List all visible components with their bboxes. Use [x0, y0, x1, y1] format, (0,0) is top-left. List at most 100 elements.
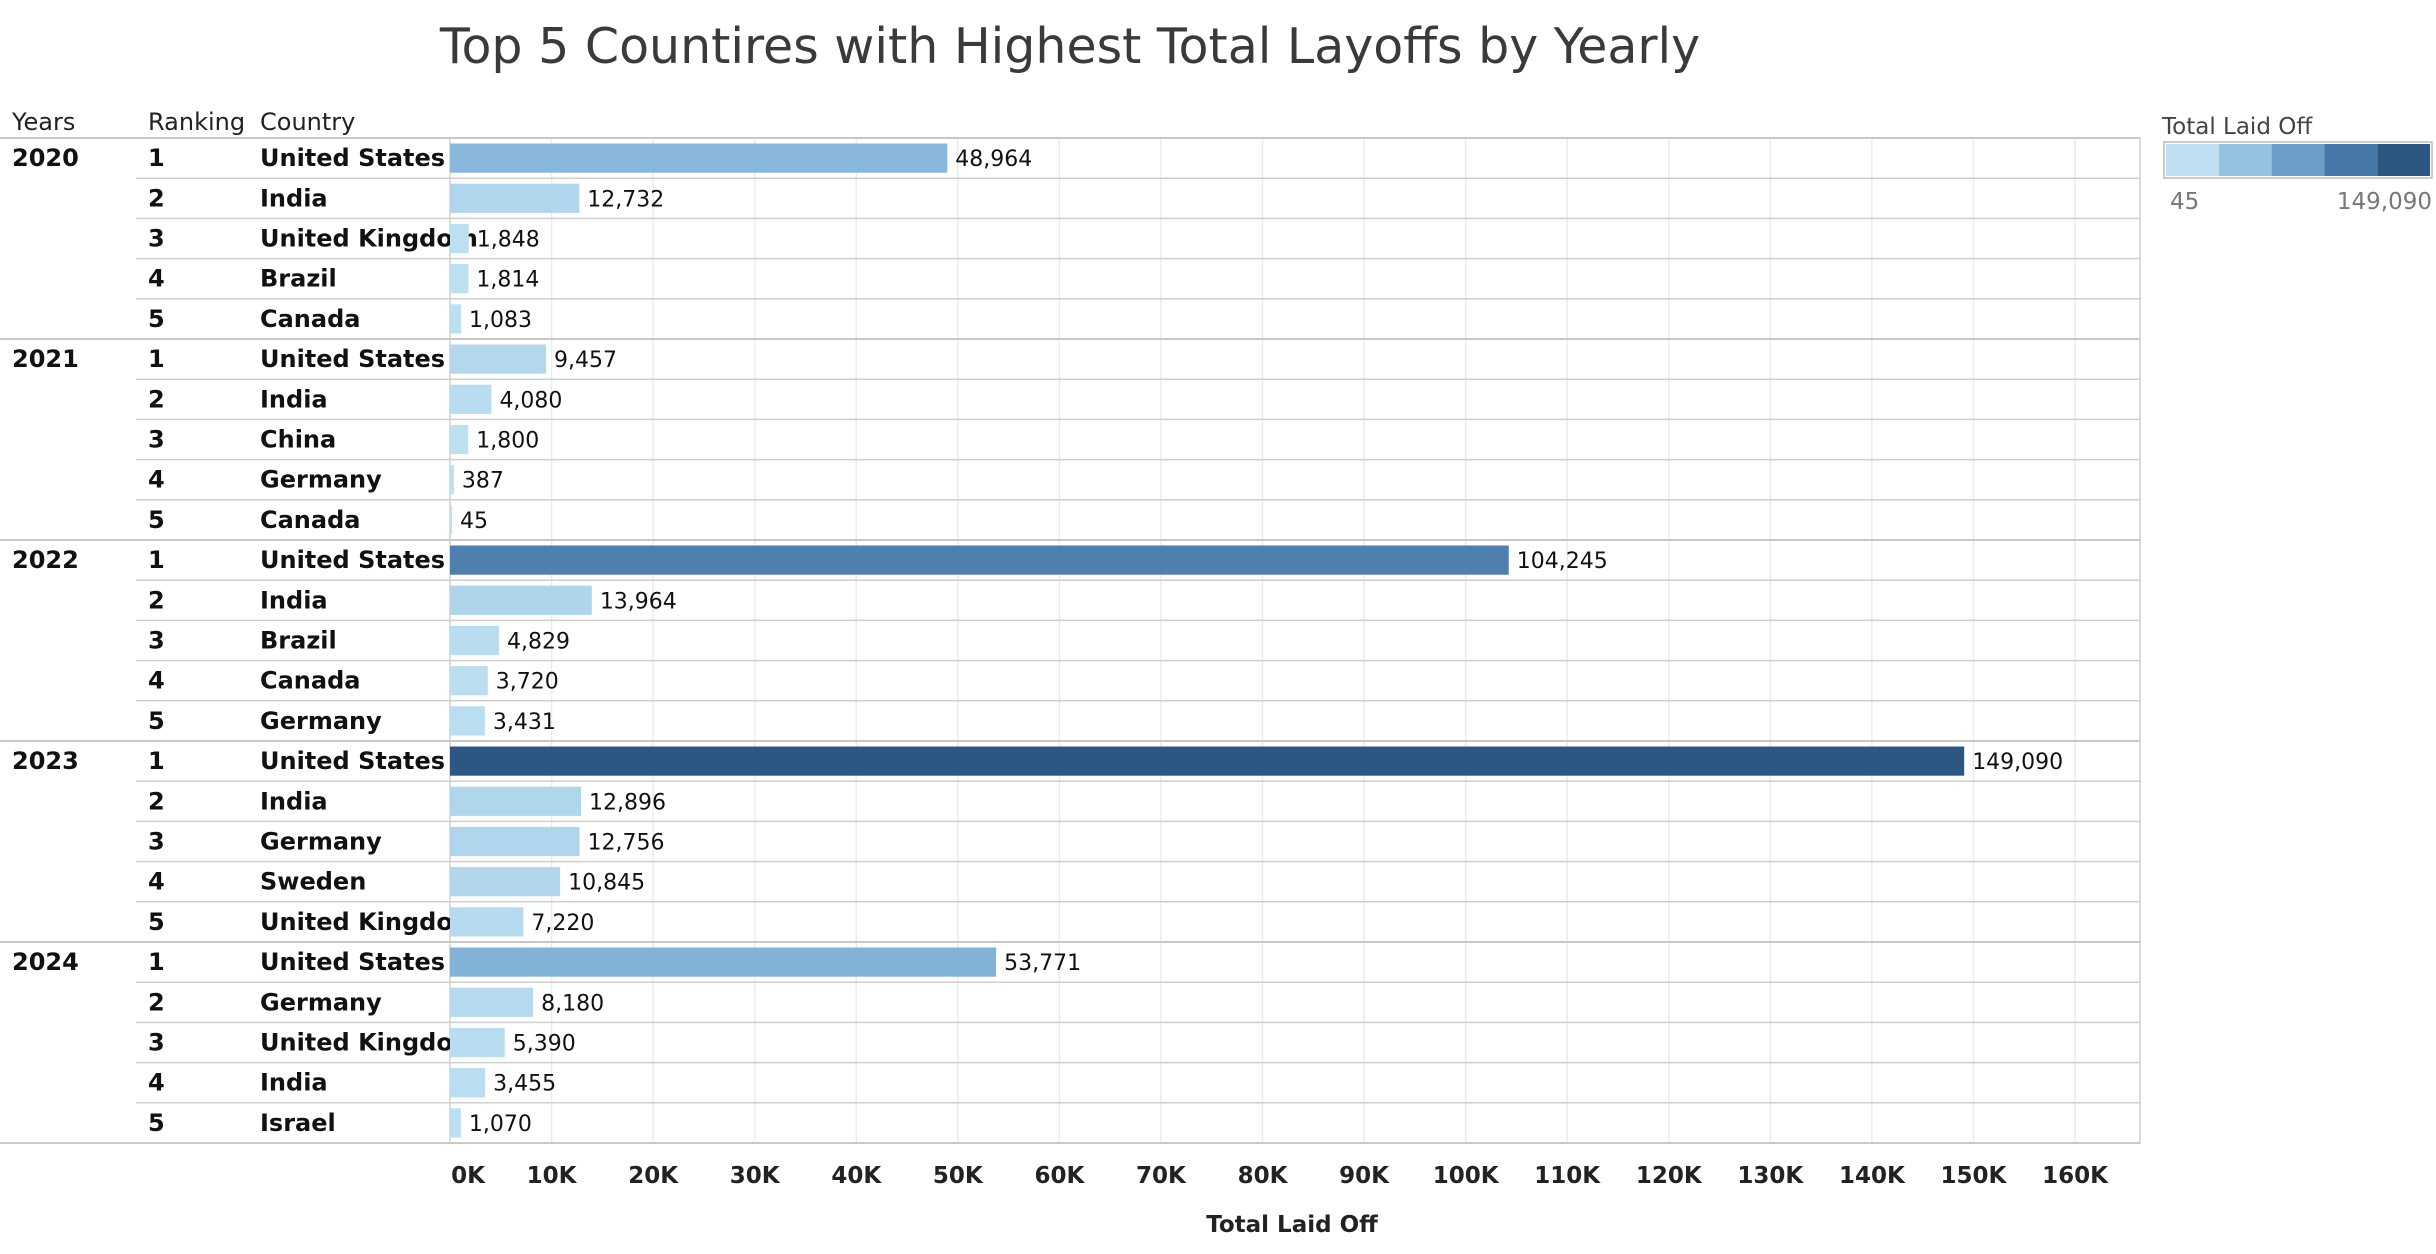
- bar-value-label: 1,070: [469, 1112, 532, 1137]
- x-tick-label: 120K: [1636, 1163, 1703, 1189]
- country-label: India: [260, 385, 328, 413]
- country-label: United Kingdom: [260, 908, 478, 936]
- country-label: Germany: [260, 988, 382, 1016]
- chart-rows: 2020 1 United States 48,964 2 India 12,732 3 Uni…: [12, 143, 2063, 1138]
- bar: [450, 1108, 461, 1138]
- bar-value-label: 1,800: [476, 429, 539, 454]
- bar-value-label: 5,390: [513, 1032, 576, 1057]
- rank-label: 3: [148, 1029, 165, 1057]
- country-label: United States: [260, 144, 445, 172]
- bar: [450, 183, 580, 213]
- bar-value-label: 48,964: [955, 147, 1032, 172]
- legend-swatch: [2271, 144, 2325, 176]
- x-tick-label: 160K: [2042, 1163, 2109, 1189]
- bar-value-label: 1,848: [477, 228, 540, 253]
- bar-value-label: 8,180: [541, 991, 604, 1016]
- x-axis: 0K 10K 20K 30K 40K 50K 60K 70K 80K 90K 100K 110K 120…: [451, 1163, 2109, 1189]
- bar-value-label: 149,090: [1972, 750, 2063, 775]
- bar: [450, 867, 561, 897]
- country-label: India: [260, 586, 328, 614]
- bar-value-label: 3,455: [493, 1072, 556, 1097]
- bar-value-label: 1,814: [476, 268, 539, 293]
- year-label: 2020: [12, 144, 79, 172]
- country-label: Israel: [260, 1109, 336, 1137]
- rank-label: 5: [148, 707, 165, 735]
- country-label: Canada: [260, 506, 360, 534]
- country-label: United States: [260, 747, 445, 775]
- x-tick-label: 70K: [1136, 1163, 1187, 1189]
- country-label: Brazil: [260, 627, 337, 655]
- header-ranking: Ranking: [148, 108, 245, 136]
- legend-swatch: [2166, 144, 2219, 176]
- rank-label: 3: [148, 627, 165, 655]
- year-label: 2022: [12, 546, 79, 574]
- bar-value-label: 13,964: [600, 589, 677, 614]
- legend-title: Total Laid Off: [2161, 114, 2313, 140]
- bar: [450, 264, 469, 294]
- rank-label: 1: [148, 747, 165, 775]
- country-label: United Kingdom: [260, 1029, 478, 1057]
- bar-value-label: 10,845: [568, 871, 645, 896]
- bar: [450, 907, 524, 937]
- x-axis-label: Total Laid Off: [1206, 1212, 1378, 1238]
- x-tick-label: 50K: [933, 1163, 984, 1189]
- bar: [450, 585, 592, 615]
- rank-label: 4: [148, 265, 165, 293]
- x-tick-label: 140K: [1839, 1163, 1906, 1189]
- bar-value-label: 53,771: [1004, 951, 1081, 976]
- x-tick-label: 80K: [1238, 1163, 1289, 1189]
- bar-value-label: 4,080: [499, 388, 562, 413]
- country-label: Germany: [260, 707, 382, 735]
- country-label: United Kingdom: [260, 225, 478, 253]
- rank-label: 3: [148, 828, 165, 856]
- bar: [450, 1068, 486, 1098]
- rank-label: 1: [148, 948, 165, 976]
- country-label: China: [260, 426, 336, 454]
- legend-frame: [2163, 141, 2433, 179]
- rank-label: 3: [148, 225, 165, 253]
- x-tick-label: 100K: [1433, 1163, 1500, 1189]
- plot-frame: [449, 137, 2141, 1144]
- rank-label: 5: [148, 1109, 165, 1137]
- country-label: India: [260, 184, 328, 212]
- rank-label: 2: [148, 184, 165, 212]
- bar-value-label: 12,896: [589, 790, 666, 815]
- color-legend: Total Laid Off 45 149,090: [2161, 114, 2433, 215]
- country-label: India: [260, 787, 328, 815]
- country-label: Germany: [260, 828, 382, 856]
- bar-value-label: 12,756: [588, 831, 665, 856]
- bar-value-label: 7,220: [531, 911, 594, 936]
- year-label: 2024: [12, 948, 79, 976]
- rank-label: 1: [148, 144, 165, 172]
- bar: [450, 304, 461, 334]
- bar-value-label: 104,245: [1517, 549, 1608, 574]
- rank-label: 4: [148, 868, 165, 896]
- rank-label: 2: [148, 787, 165, 815]
- bar-value-label: 12,732: [587, 187, 664, 212]
- bar: [450, 625, 500, 656]
- x-tick-label: 60K: [1034, 1163, 1085, 1189]
- legend-swatches: [2163, 141, 2433, 179]
- legend-swatch: [2377, 144, 2430, 176]
- x-gridlines: [449, 137, 2141, 1144]
- country-label: India: [260, 1069, 328, 1097]
- bar-value-label: 4,829: [507, 630, 570, 655]
- bar: [450, 545, 1509, 575]
- x-tick-label: 30K: [730, 1163, 781, 1189]
- x-tick-label: 110K: [1534, 1163, 1601, 1189]
- x-tick-label: 10K: [527, 1163, 578, 1189]
- bar-value-label: 3,720: [496, 670, 559, 695]
- rank-label: 5: [148, 908, 165, 936]
- rank-label: 4: [148, 466, 165, 494]
- year-label: 2021: [12, 345, 79, 373]
- row-dividers: [0, 137, 2140, 1144]
- x-tick-label: 20K: [628, 1163, 679, 1189]
- rank-label: 2: [148, 586, 165, 614]
- rank-label: 4: [148, 1069, 165, 1097]
- x-tick-label: 130K: [1737, 1163, 1804, 1189]
- chart-title: Top 5 Countires with Highest Total Layof…: [439, 18, 1700, 75]
- rank-label: 5: [148, 305, 165, 333]
- bar-value-label: 3,431: [493, 710, 556, 735]
- rank-label: 5: [148, 506, 165, 534]
- x-tick-label: 40K: [831, 1163, 882, 1189]
